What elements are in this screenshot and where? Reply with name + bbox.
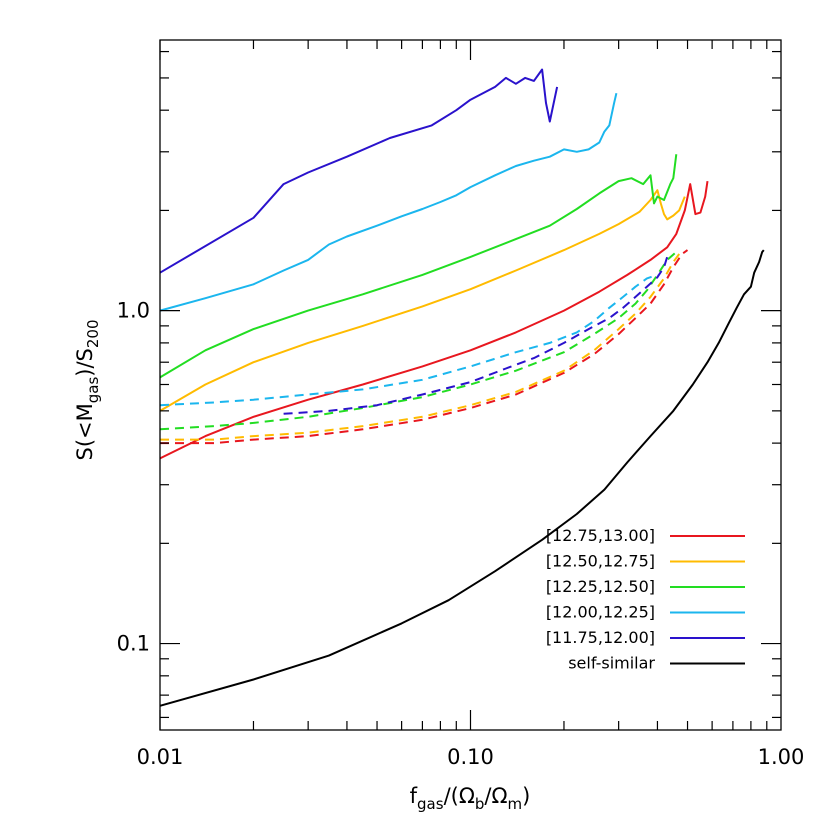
legend-label-self-similar: self-similar <box>568 654 655 673</box>
series-line-12-75-13-00 <box>159 180 709 460</box>
axis-layer: 0.01 0.10 1.00 0.1 1.0 <box>117 40 805 769</box>
x-tick-label: 0.01 <box>137 745 184 769</box>
series-line-12-50-12-75 <box>159 189 686 412</box>
series-line-dashed-10 <box>283 256 669 415</box>
series-line-dashed-8 <box>159 251 677 431</box>
series-layer <box>159 68 765 707</box>
series-line-dashed-7 <box>160 253 681 441</box>
x-tick-label: 0.10 <box>447 745 494 769</box>
plot-frame <box>159 39 782 731</box>
legend-label-11-75-12-00: [11.75,12.00] <box>546 628 655 647</box>
legend-label-12-00-12-25: [12.00,12.25] <box>546 603 655 622</box>
legend-label-12-25-12-50: [12.25,12.50] <box>546 577 655 596</box>
legend: [12.75,13.00] [12.50,12.75] [12.25,12.50] [… <box>546 526 745 673</box>
y-tick-label: 1.0 <box>117 299 150 323</box>
series-line-dashed-6 <box>160 249 689 445</box>
legend-label-12-75-13-00: [12.75,13.00] <box>546 526 655 545</box>
series-line-dashed-9 <box>159 273 658 407</box>
series-line-12-00-12-25 <box>159 92 618 312</box>
y-axis-label: S(<Mgas)/S200 <box>73 319 102 460</box>
x-axis-label: fgas/(Ωb/Ωm) <box>410 784 531 813</box>
series-line-11-75-12-00 <box>159 68 559 274</box>
series-line-12-25-12-50 <box>159 154 678 379</box>
y-tick-label: 0.1 <box>117 632 150 656</box>
legend-label-12-50-12-75: [12.50,12.75] <box>546 552 655 571</box>
x-tick-label: 1.00 <box>758 745 805 769</box>
series-line-self-similar <box>159 249 765 707</box>
